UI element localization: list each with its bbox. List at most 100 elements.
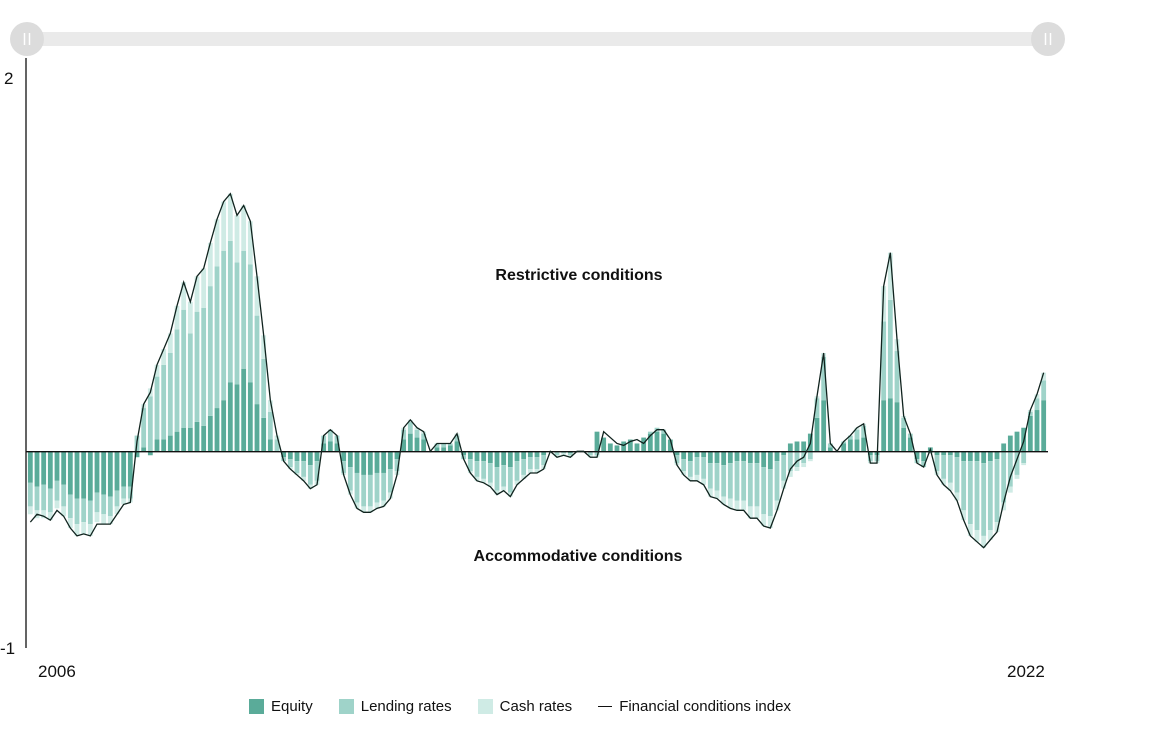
bar-equity [794, 441, 800, 452]
bar-equity [594, 431, 600, 452]
bar-lending [201, 307, 207, 426]
bar-equity [994, 451, 1000, 460]
bar-lending [254, 315, 260, 405]
bar-equity [107, 451, 113, 497]
bar-lending [167, 353, 173, 436]
legend-item-equity[interactable]: Equity [249, 698, 313, 715]
bar-equity [174, 431, 180, 452]
bar-lending [774, 461, 780, 501]
bar-lending [941, 455, 947, 479]
bar-lending [921, 461, 927, 468]
bar-equity [1001, 443, 1007, 452]
slider-handle-right[interactable] [1031, 22, 1065, 56]
bar-equity [801, 441, 807, 452]
bar-lending [661, 429, 667, 434]
bar-cash [1041, 372, 1047, 381]
bar-lending [714, 463, 720, 491]
bar-cash [794, 467, 800, 471]
bar-lending [847, 435, 853, 440]
bar-lending [887, 299, 893, 399]
bar-equity [401, 439, 407, 452]
bar-lending [981, 463, 987, 536]
bar-cash [481, 478, 487, 483]
bar-equity [814, 417, 820, 452]
bar-cash [1014, 474, 1020, 479]
bar-lending [767, 469, 773, 517]
bar-lending [227, 240, 233, 383]
bar-cash [301, 476, 307, 481]
slider-track[interactable] [24, 32, 1050, 46]
bar-equity [521, 451, 527, 460]
bar-lending [334, 435, 340, 444]
bar-lending [61, 484, 67, 507]
bar-lending [514, 461, 520, 481]
bar-equity [781, 451, 787, 456]
bar-lending [747, 463, 753, 507]
bar-cash [587, 455, 593, 458]
bar-cash [1034, 394, 1040, 399]
x-tick-start: 2006 [38, 662, 76, 681]
legend-label-equity: Equity [271, 698, 313, 715]
legend-item-lending[interactable]: Lending rates [338, 698, 452, 715]
bar-lending [594, 451, 600, 456]
bar-equity [461, 451, 467, 456]
bar-cash [561, 453, 567, 456]
bar-lending [541, 455, 547, 466]
bar-lending [587, 451, 593, 456]
bar-cash [107, 516, 113, 525]
bar-equity [1027, 415, 1033, 452]
bar-cash [154, 364, 160, 377]
bar-equity [407, 433, 413, 452]
bar-equity [321, 443, 327, 452]
bar-equity [314, 451, 320, 462]
bar-cash [294, 472, 300, 475]
bar-lending [687, 461, 693, 477]
bar-cash [721, 496, 727, 505]
bar-equity [281, 451, 287, 458]
bar-lending [294, 461, 300, 473]
bar-equity [454, 441, 460, 452]
bar-cash [201, 268, 207, 308]
bar-equity [181, 427, 187, 452]
bar-cash [941, 478, 947, 485]
bar-lending [127, 486, 133, 499]
bar-equity [787, 443, 793, 452]
bar-equity [674, 451, 680, 456]
bar-lending [301, 461, 307, 477]
bar-lending [901, 417, 907, 428]
bar-lending [1001, 451, 1007, 503]
bar-equity [367, 451, 373, 475]
bar-lending [194, 311, 200, 422]
bar-equity [187, 427, 193, 452]
bar-equity [54, 451, 60, 481]
bar-equity [514, 451, 520, 462]
bar-cash [114, 506, 120, 515]
bar-cash [707, 488, 713, 497]
fci-line [29, 192, 1045, 549]
legend-swatch-lending [338, 699, 354, 714]
bar-lending [754, 463, 760, 507]
bar-equity [654, 431, 660, 452]
bar-cash [701, 478, 707, 485]
bar-lending [761, 467, 767, 515]
legend-item-fci[interactable]: Financial conditions index [598, 698, 791, 715]
bar-equity [94, 451, 100, 493]
bar-equity [1007, 435, 1013, 452]
bar-cash [947, 482, 953, 491]
bar-cash [521, 474, 527, 479]
bar-equity [894, 402, 900, 452]
bar-cash [727, 498, 733, 509]
bar-equity [214, 408, 220, 452]
bar-lending [1041, 380, 1047, 401]
bar-equity [447, 445, 453, 452]
slider-handle-left[interactable] [10, 22, 44, 56]
range-slider[interactable] [10, 22, 1065, 56]
bar-lending [147, 396, 153, 452]
bar-equity [821, 400, 827, 452]
bar-lending [694, 457, 700, 475]
bar-equity [207, 415, 213, 452]
bar-cash [714, 490, 720, 499]
bar-lending [707, 463, 713, 489]
legend-item-cash[interactable]: Cash rates [477, 698, 572, 715]
bar-equity [661, 433, 667, 452]
